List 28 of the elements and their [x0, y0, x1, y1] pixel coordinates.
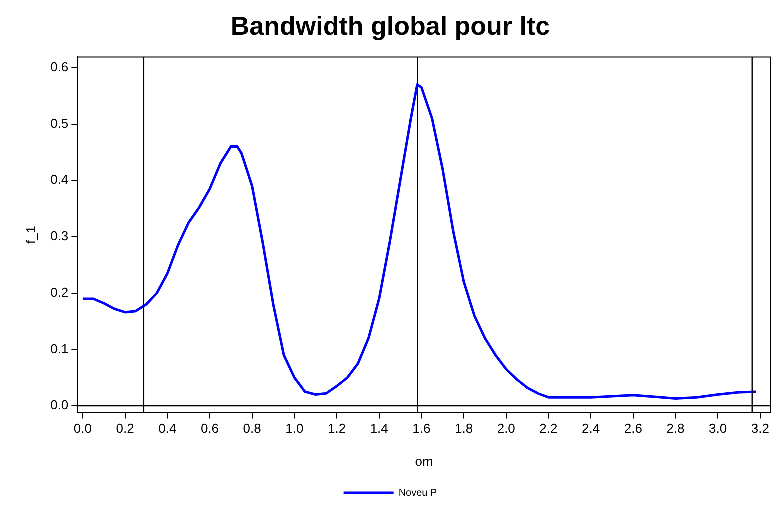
- y-tick-label: 0.4: [50, 172, 69, 188]
- y-tick-label: 0.1: [50, 341, 69, 356]
- y-tick-label: 0.2: [50, 284, 69, 300]
- y-tick-label: 0.3: [50, 228, 69, 244]
- x-tick-label: 2.4: [582, 421, 600, 436]
- y-tick-label: 0.6: [50, 59, 69, 74]
- x-tick-label: 2.6: [624, 421, 642, 436]
- x-tick-label: 1.4: [370, 421, 388, 436]
- x-tick-label: 0.6: [200, 421, 220, 436]
- x-tick-label: 1.6: [412, 421, 431, 436]
- x-tick-label: 0.2: [116, 421, 134, 436]
- x-tick-label: 2.8: [666, 421, 685, 436]
- x-tick-label: 0.4: [158, 421, 177, 436]
- x-tick-label: 1.2: [328, 421, 346, 436]
- x-tick-label: 0.8: [243, 421, 262, 436]
- y-axis-title: f_1: [23, 226, 38, 244]
- chart-title: Bandwidth global pour ltc: [230, 10, 550, 41]
- y-tick-label: 0.0: [50, 398, 69, 413]
- x-axis-title: om: [415, 454, 434, 469]
- x-tick-label: 3.0: [709, 421, 728, 436]
- x-tick-label: 2.0: [497, 421, 516, 436]
- x-tick-label: 1.0: [286, 421, 304, 436]
- x-tick-label: 3.2: [751, 421, 770, 436]
- legend-label: Noveu P: [398, 488, 438, 499]
- x-tick-label: 2.2: [540, 421, 558, 436]
- y-tick-label: 0.5: [50, 116, 69, 131]
- x-tick-label: 1.8: [454, 421, 474, 436]
- x-tick-label: 0.0: [74, 421, 92, 436]
